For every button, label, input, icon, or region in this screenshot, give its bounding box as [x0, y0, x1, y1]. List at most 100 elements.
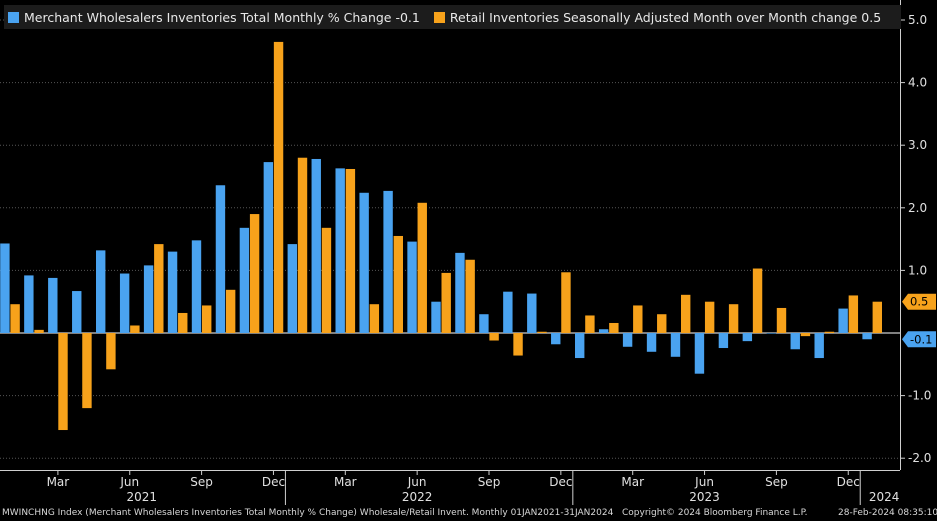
retail-bar — [154, 244, 164, 333]
retail-bar — [776, 307, 787, 333]
retail-bar — [489, 333, 499, 341]
retail-bar — [441, 272, 451, 333]
legend-item-retail: Retail Inventories Seasonally Adjusted M… — [433, 9, 882, 25]
wholesale-bar — [431, 301, 441, 333]
x-tick-label: Jun — [407, 475, 427, 489]
retail-bar — [202, 305, 212, 333]
retail-bar — [297, 157, 308, 333]
retail-bar — [633, 305, 643, 333]
wholesale-bar — [263, 162, 274, 333]
retail-bar — [58, 333, 68, 431]
wholesale-bar — [335, 168, 345, 333]
retail-bar — [537, 331, 547, 333]
y-tick-label: -1.0 — [908, 389, 931, 403]
wholesale-bar — [167, 251, 178, 333]
wholesale-bar — [119, 273, 130, 333]
retail-bar — [369, 304, 380, 333]
x-tick-label: Jun — [119, 475, 139, 489]
retail-bar — [657, 314, 667, 333]
blue-square-icon — [8, 11, 19, 23]
retail-bar — [848, 295, 859, 333]
wholesale-bar — [143, 265, 154, 333]
wholesale-bar — [670, 333, 681, 357]
retail-bar — [106, 333, 116, 370]
last-value-tag: 0.5 — [902, 293, 936, 310]
axes: 5.0 4.0 3.0 2.0 1.0 -1.0 -2.0 0.5 -0.1 Mar Jun Sep D… — [0, 0, 936, 505]
retail-bar — [561, 272, 571, 333]
legend-label-wholesale: Merchant Wholesalers Inventories Total M… — [24, 9, 420, 25]
retail-bar — [585, 315, 595, 333]
chart-legend: Merchant Wholesalers Inventories Total M… — [4, 5, 902, 29]
retail-bar — [824, 331, 835, 333]
wholesale-bar — [455, 252, 465, 333]
retail-bar — [34, 329, 44, 333]
legend-item-wholesale: Merchant Wholesalers Inventories Total M… — [8, 10, 420, 25]
gridlines — [0, 19, 900, 459]
footer-timestamp: 28-Feb-2024 08:35:10 — [838, 508, 937, 518]
wholesale-bar — [24, 275, 34, 333]
x-tick-label: Dec — [837, 475, 860, 489]
retail-bar — [249, 214, 260, 333]
x-tick-label: Sep — [478, 475, 501, 489]
last-value-marker — [902, 331, 936, 348]
y-tick-label: 5.0 — [908, 13, 927, 27]
wholesale-bar — [215, 185, 226, 333]
retail-bar — [728, 304, 739, 333]
wholesale-bar — [790, 333, 800, 350]
wholesale-bar — [742, 333, 753, 342]
wholesale-bar — [838, 308, 848, 333]
retail-bar — [681, 294, 691, 333]
retail-bar — [345, 168, 356, 333]
wholesale-bar — [551, 333, 561, 345]
wholesale-bar — [503, 291, 513, 333]
wholesale-bar — [862, 333, 872, 340]
retail-bar — [82, 333, 92, 409]
wholesale-bar — [766, 333, 776, 334]
y-tick-label: 4.0 — [908, 76, 927, 90]
wholesale-bar — [383, 190, 393, 333]
retail-bar — [800, 333, 811, 337]
y-tick-label: 3.0 — [908, 138, 927, 152]
retail-bar — [321, 227, 332, 333]
retail-bar — [178, 312, 188, 333]
wholesale-bar — [407, 241, 417, 333]
x-tick-label: Mar — [334, 475, 357, 489]
wholesale-bar — [527, 293, 537, 333]
wholesale-bar — [814, 333, 824, 359]
wholesale-bar — [646, 333, 657, 352]
wholesale-bar — [48, 277, 58, 333]
wholesale-bar — [191, 240, 202, 333]
y-tick-label: -2.0 — [908, 451, 931, 465]
wholesale-bar — [239, 227, 250, 333]
year-label: 2023 — [689, 490, 720, 504]
x-tick-label: Mar — [621, 475, 644, 489]
last-value-tag: -0.1 — [902, 331, 936, 348]
footer-source: MWINCHNG Index (Merchant Wholesalers Inv… — [2, 508, 614, 518]
retail-bar — [513, 333, 523, 356]
retail-bar — [752, 268, 763, 333]
retail-bar — [273, 41, 284, 333]
x-tick-label: Dec — [549, 475, 572, 489]
wholesale-bar — [72, 291, 82, 333]
x-tick-label: Jun — [694, 475, 714, 489]
last-value-marker — [902, 293, 936, 310]
chart-canvas: 5.0 4.0 3.0 2.0 1.0 -1.0 -2.0 0.5 -0.1 Mar Jun Sep D… — [0, 0, 936, 505]
last-value-label: -0.1 — [910, 332, 932, 346]
chart-footer: MWINCHNG Index (Merchant Wholesalers Inv… — [0, 506, 937, 521]
retail-bar — [10, 304, 20, 333]
retail-bar — [225, 289, 236, 333]
legend-label-retail: Retail Inventories Seasonally Adjusted M… — [449, 9, 882, 25]
year-label: 2024 — [869, 490, 900, 504]
year-label: 2021 — [126, 490, 157, 504]
wholesale-bar — [96, 250, 106, 333]
year-label: 2022 — [402, 490, 433, 504]
x-tick-label: Dec — [262, 475, 285, 489]
wholesale-bar — [575, 333, 585, 359]
x-tick-label: Sep — [765, 475, 788, 489]
last-value-label: 0.5 — [910, 295, 928, 309]
retail-bar — [609, 322, 619, 333]
retail-bar — [465, 259, 475, 333]
retail-bar — [417, 202, 427, 333]
retail-bar — [704, 301, 715, 333]
retail-bar — [393, 235, 403, 333]
